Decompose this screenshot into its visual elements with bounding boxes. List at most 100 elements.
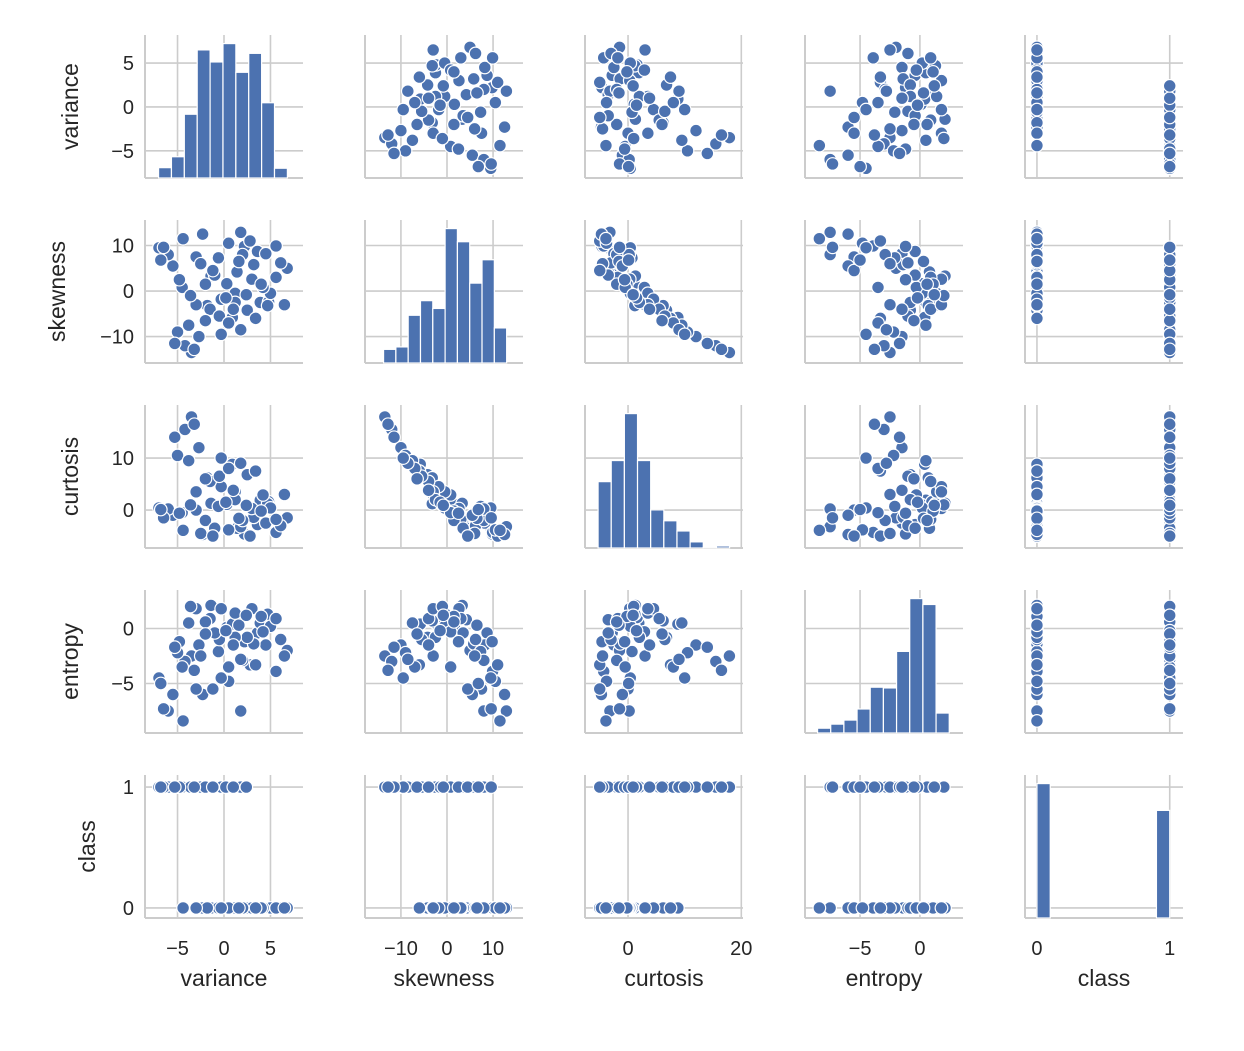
scatter-point — [233, 512, 246, 525]
scatter-point — [249, 659, 262, 672]
scatter-point — [1031, 87, 1044, 100]
scatter-point — [715, 343, 728, 356]
y-axis-label-curtosis: curtosis — [57, 437, 83, 516]
histogram-bar-curtosis — [690, 542, 703, 548]
scatter-point — [909, 522, 922, 535]
scatter-point — [249, 465, 262, 478]
scatter-point — [176, 661, 189, 674]
scatter-point — [184, 600, 197, 613]
scatter-point — [469, 633, 482, 646]
scatter-point — [1031, 232, 1044, 245]
scatter-point — [278, 488, 291, 501]
histogram-bar-variance — [262, 103, 275, 178]
scatter-point — [920, 454, 933, 467]
scatter-point — [678, 328, 691, 341]
scatter-point — [402, 85, 415, 98]
y-tick-label-skewness: 0 — [123, 281, 134, 303]
scatter-point — [854, 503, 867, 516]
histogram-bar-variance — [223, 44, 236, 178]
histogram-bar-variance — [210, 62, 223, 178]
scatter-point — [255, 610, 268, 623]
histogram-bar-entropy — [923, 604, 936, 733]
histogram-bar-class — [1156, 810, 1169, 918]
scatter-point — [860, 328, 873, 341]
scatter-point — [461, 111, 474, 124]
scatter-point — [884, 411, 897, 424]
scatter-point — [215, 452, 228, 465]
scatter-point — [593, 683, 606, 696]
scatter-point — [494, 524, 507, 537]
scatter-point — [249, 902, 262, 915]
scatter-point — [255, 278, 268, 291]
scatter-point — [427, 902, 440, 915]
scatter-point — [1031, 524, 1044, 537]
scatter-point — [472, 677, 485, 690]
scatter-point — [593, 781, 606, 794]
scatter-point — [888, 106, 901, 119]
scatter-point — [896, 781, 909, 794]
scatter-point — [1163, 639, 1176, 652]
scatter-point — [452, 143, 465, 156]
scatter-point — [596, 650, 609, 663]
scatter-point — [868, 129, 881, 142]
scatter-point — [261, 299, 274, 312]
histogram-bar-skewness — [396, 347, 408, 363]
scatter-point — [935, 486, 948, 499]
scatter-point — [471, 619, 484, 632]
y-tick-label-class: 1 — [123, 777, 134, 799]
scatter-point — [678, 103, 691, 116]
scatter-point — [220, 292, 233, 305]
scatter-point — [247, 258, 260, 271]
panel-curtosis-vs-variance — [145, 405, 303, 548]
scatter-point — [167, 260, 180, 273]
scatter-point — [610, 616, 623, 629]
panel-variance-vs-variance — [145, 35, 303, 178]
scatter-point — [854, 254, 867, 267]
scatter-point — [928, 80, 941, 93]
panel-class-vs-variance — [145, 775, 303, 918]
scatter-point — [489, 96, 502, 109]
scatter-point — [921, 514, 934, 527]
scatter-point — [848, 530, 861, 543]
scatter-point — [466, 149, 479, 162]
scatter-point — [426, 59, 439, 72]
scatter-point — [260, 639, 273, 652]
scatter-point — [896, 124, 909, 137]
scatter-point — [673, 85, 686, 98]
scatter-point — [411, 628, 424, 641]
scatter-point — [935, 103, 948, 116]
scatter-point — [270, 612, 283, 625]
scatter-point — [868, 343, 881, 356]
scatter-point — [215, 328, 228, 341]
histogram-bar-skewness — [494, 328, 506, 363]
scatter-point — [613, 241, 626, 254]
scatter-point — [484, 672, 497, 685]
x-tick-label-entropy: 0 — [914, 938, 925, 960]
scatter-point — [388, 641, 401, 654]
panel-entropy-vs-variance — [145, 590, 303, 733]
scatter-point — [902, 47, 915, 60]
scatter-point — [701, 147, 714, 160]
panel-entropy-vs-curtosis — [585, 590, 743, 733]
scatter-point — [155, 503, 168, 516]
histogram-bar-variance — [159, 168, 172, 178]
scatter-point — [182, 319, 195, 332]
scatter-point — [240, 609, 253, 622]
x-tick-label-curtosis: 20 — [730, 938, 752, 960]
histogram-bar-variance — [184, 114, 197, 178]
scatter-point — [190, 683, 203, 696]
scatter-point — [270, 513, 283, 526]
scatter-point — [408, 96, 421, 109]
histogram-bar-class — [1037, 784, 1050, 918]
scatter-point — [848, 111, 861, 124]
y-tick-label-variance: 0 — [123, 97, 134, 119]
scatter-point — [613, 87, 626, 100]
scatter-point — [222, 237, 235, 250]
scatter-point — [157, 241, 170, 254]
scatter-point — [920, 319, 933, 332]
scatter-point — [270, 665, 283, 678]
scatter-point — [155, 677, 168, 690]
scatter-point — [928, 288, 941, 301]
scatter-point — [397, 103, 410, 116]
scatter-point — [229, 607, 242, 620]
